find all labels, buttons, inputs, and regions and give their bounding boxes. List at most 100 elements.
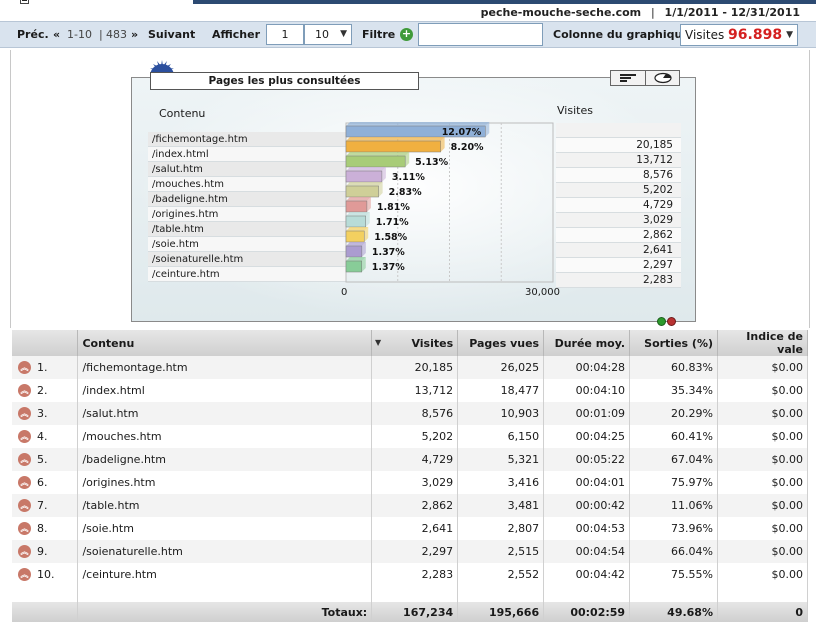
chart-labels: /fichemontage.htm/index.html/salut.htm/m… [148, 132, 346, 282]
table-row[interactable]: ︽ 3. /salut.htm 8,576 10,903 00:01:09 20.29% $0… [12, 402, 808, 425]
row-page[interactable]: /salut.htm [77, 402, 373, 425]
row-pages-vues: 2,807 [457, 517, 545, 540]
row-page[interactable]: /fichemontage.htm [77, 356, 373, 379]
row-duree-text: 00:04:54 [575, 545, 626, 558]
graph-column-select[interactable]: Visites 96.898 ▼ [680, 24, 798, 46]
double-chevron-up-icon[interactable]: ︽ [18, 407, 31, 421]
row-sorties-text: 35.34% [671, 384, 713, 397]
chart-values-header [556, 123, 681, 138]
row-page-text: /table.htm [82, 499, 140, 512]
pagination-toolbar: Préc. « 1-10 | 483 » Suivant Afficher 1 … [0, 21, 816, 48]
row-sorties: 60.41% [629, 425, 718, 448]
chart-view-toggle[interactable] [610, 70, 680, 86]
page-number-input[interactable]: 1 [266, 24, 304, 45]
row-page[interactable]: /badeligne.htm [77, 448, 373, 471]
row-indice-text: $0.00 [771, 453, 804, 466]
pie-view-icon[interactable] [646, 71, 681, 85]
date-range[interactable]: 1/1/2011 - 12/31/2011 [664, 6, 800, 19]
prev-arrows-icon[interactable]: « [53, 28, 61, 41]
bar-view-icon[interactable] [611, 71, 646, 85]
sort-desc-icon[interactable]: ▼ [375, 338, 382, 347]
green-dot-icon[interactable] [657, 317, 666, 326]
row-page[interactable]: /index.html [77, 379, 373, 402]
graph-column-label: Colonne du graphique [553, 28, 690, 41]
chart-label[interactable]: /origines.htm [148, 207, 346, 222]
table-row[interactable]: ︽ 10. /ceinture.htm 2,283 2,552 00:04:42 75.55… [12, 563, 808, 586]
row-duree-text: 00:04:28 [575, 361, 626, 374]
header-indice[interactable]: Indice de vale [717, 330, 808, 356]
table-row[interactable]: ︽ 6. /origines.htm 3,029 3,416 00:04:01 75.97%… [12, 471, 808, 494]
header-pages-vues[interactable]: Pages vues [457, 330, 545, 356]
header-visites[interactable]: Visites [371, 330, 459, 356]
header-sorties[interactable]: Sorties (%) [629, 330, 718, 356]
header-separator: | [650, 6, 655, 19]
chart-label[interactable]: /badeligne.htm [148, 192, 346, 207]
prev-button[interactable]: Préc. [17, 28, 49, 41]
row-page[interactable]: /soienaturelle.htm [77, 540, 373, 563]
chart-label[interactable]: /mouches.htm [148, 177, 346, 192]
row-visites-text: 13,712 [414, 384, 454, 397]
double-chevron-up-icon[interactable]: ︽ [18, 522, 31, 536]
row-sorties: 75.55% [629, 563, 718, 586]
table-row[interactable]: ︽ 2. /index.html 13,712 18,477 00:04:10 35.34%… [12, 379, 808, 402]
row-page[interactable]: /ceinture.htm [77, 563, 373, 586]
chart-label[interactable]: /ceinture.htm [148, 267, 346, 282]
plus-circle-icon[interactable]: + [400, 27, 413, 41]
double-chevron-up-icon[interactable]: ︽ [18, 568, 31, 582]
header-contenu[interactable]: Contenu [77, 330, 373, 356]
double-chevron-up-icon[interactable]: ︽ [18, 361, 31, 375]
row-visites-text: 3,029 [421, 476, 454, 489]
row-sorties-text: 66.04% [671, 545, 713, 558]
row-sorties-text: 73.96% [671, 522, 713, 535]
row-number: ︽ 9. [12, 540, 79, 563]
table-row[interactable]: ︽ 4. /mouches.htm 5,202 6,150 00:04:25 60.41% $… [12, 425, 808, 448]
double-chevron-up-icon[interactable]: ︽ [18, 499, 31, 513]
row-duree: 00:04:53 [543, 517, 631, 540]
row-sorties: 75.97% [629, 471, 718, 494]
row-page[interactable]: /origines.htm [77, 471, 373, 494]
row-pages-vues: 18,477 [457, 379, 545, 402]
chart-label[interactable]: /fichemontage.htm [148, 132, 346, 147]
table-row[interactable]: ︽ 9. /soienaturelle.htm 2,297 2,515 00:04:54 6… [12, 540, 808, 563]
row-pages-vues: 2,515 [457, 540, 545, 563]
site-domain: peche-mouche-seche.com [480, 6, 642, 19]
row-indice: $0.00 [717, 402, 808, 425]
chart-label[interactable]: /table.htm [148, 222, 346, 237]
row-pages-vues-text: 10,903 [500, 407, 540, 420]
chart-label[interactable]: /soie.htm [148, 237, 346, 252]
title-bar [193, 0, 816, 4]
rows-per-page-select[interactable]: 10 ▼ [304, 24, 352, 45]
double-chevron-up-icon[interactable]: ︽ [18, 384, 31, 398]
chart-label[interactable]: /index.html [148, 147, 346, 162]
window-minimize-icon[interactable] [20, 0, 29, 4]
table-row[interactable]: ︽ 7. /table.htm 2,862 3,481 00:00:42 11.06% $0.… [12, 494, 808, 517]
next-arrows-icon[interactable]: » [131, 28, 139, 41]
row-page[interactable]: /table.htm [77, 494, 373, 517]
totals-duree: 00:02:59 [543, 602, 631, 622]
red-dot-icon[interactable] [667, 317, 676, 326]
chart-label[interactable]: /soienaturelle.htm [148, 252, 346, 267]
double-chevron-up-icon[interactable]: ︽ [18, 476, 31, 490]
spacer-cell [371, 586, 459, 602]
chart-label[interactable]: /salut.htm [148, 162, 346, 177]
table-row[interactable]: ︽ 1. /fichemontage.htm 20,185 26,025 00:04:28… [12, 356, 808, 379]
double-chevron-up-icon[interactable]: ︽ [18, 545, 31, 559]
row-sorties-text: 11.06% [671, 499, 713, 512]
chart-value: 13,712 [556, 153, 681, 168]
row-page[interactable]: /mouches.htm [77, 425, 373, 448]
table-row[interactable]: ︽ 5. /badeligne.htm 4,729 5,321 00:05:22 67.04… [12, 448, 808, 471]
double-chevron-up-icon[interactable]: ︽ [18, 453, 31, 467]
row-visites-text: 20,185 [414, 361, 454, 374]
filter-input[interactable] [418, 23, 543, 46]
table-row[interactable]: ︽ 8. /soie.htm 2,641 2,807 00:04:53 73.96% $0.0… [12, 517, 808, 540]
row-pages-vues-text: 2,552 [507, 568, 540, 581]
double-chevron-up-icon[interactable]: ︽ [18, 430, 31, 444]
row-page[interactable]: /soie.htm [77, 517, 373, 540]
row-pages-vues-text: 3,416 [507, 476, 540, 489]
next-button[interactable]: Suivant [148, 28, 196, 41]
header-duree[interactable]: Durée moy. [543, 330, 631, 356]
row-sorties-text: 75.55% [671, 568, 713, 581]
row-sorties: 60.83% [629, 356, 718, 379]
row-number: ︽ 1. [12, 356, 79, 379]
site-header: peche-mouche-seche.com | 1/1/2011 - 12/3… [0, 6, 816, 22]
